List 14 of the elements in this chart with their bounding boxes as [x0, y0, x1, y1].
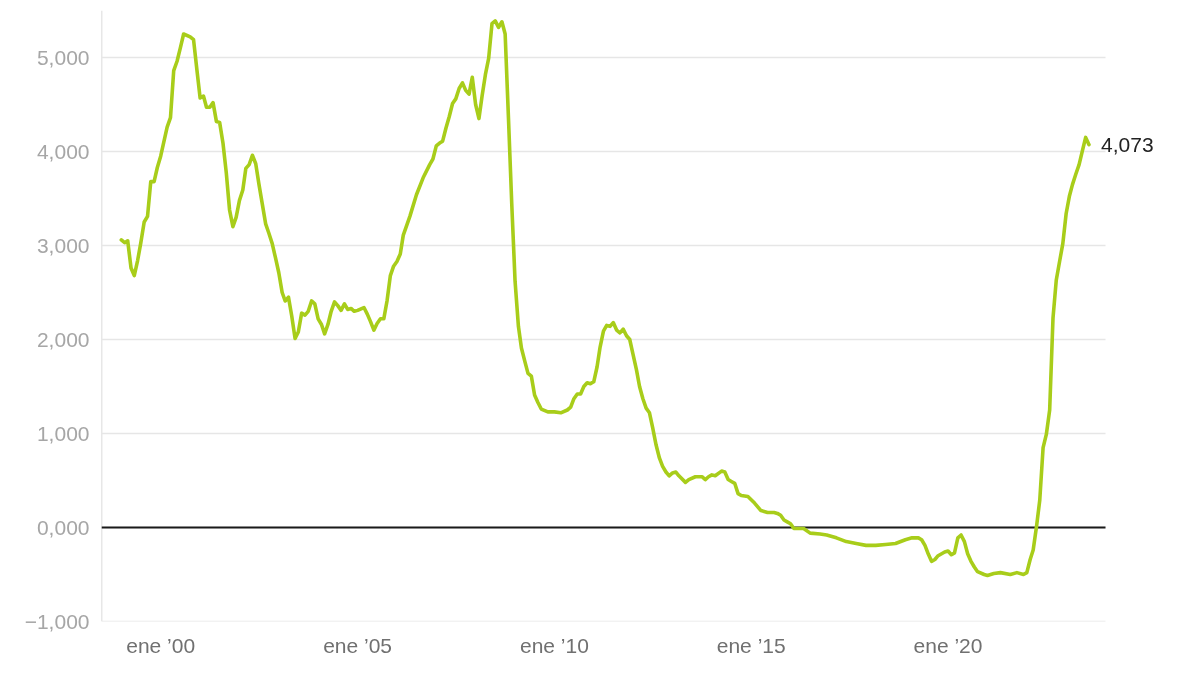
x-tick-label: ene ’15 — [716, 633, 786, 657]
y-tick-label: 1,000 — [36, 421, 90, 445]
line-series — [119, 19, 1091, 578]
x-tick-label: ene ’20 — [913, 633, 983, 657]
x-tick-label: ene ’10 — [519, 633, 589, 657]
y-tick-label: 2,000 — [36, 327, 90, 351]
y-tick-label: −1,000 — [24, 609, 90, 633]
y-tick-label: 3,000 — [36, 233, 90, 257]
y-tick-label: 0,000 — [36, 515, 90, 539]
x-tick-label: ene ’05 — [323, 633, 393, 657]
y-tick-label: 4,000 — [36, 139, 90, 163]
x-tick-label: ene ’00 — [126, 633, 196, 657]
annotation: 4,073 — [1101, 132, 1154, 156]
y-tick-label: 5,000 — [36, 45, 90, 69]
